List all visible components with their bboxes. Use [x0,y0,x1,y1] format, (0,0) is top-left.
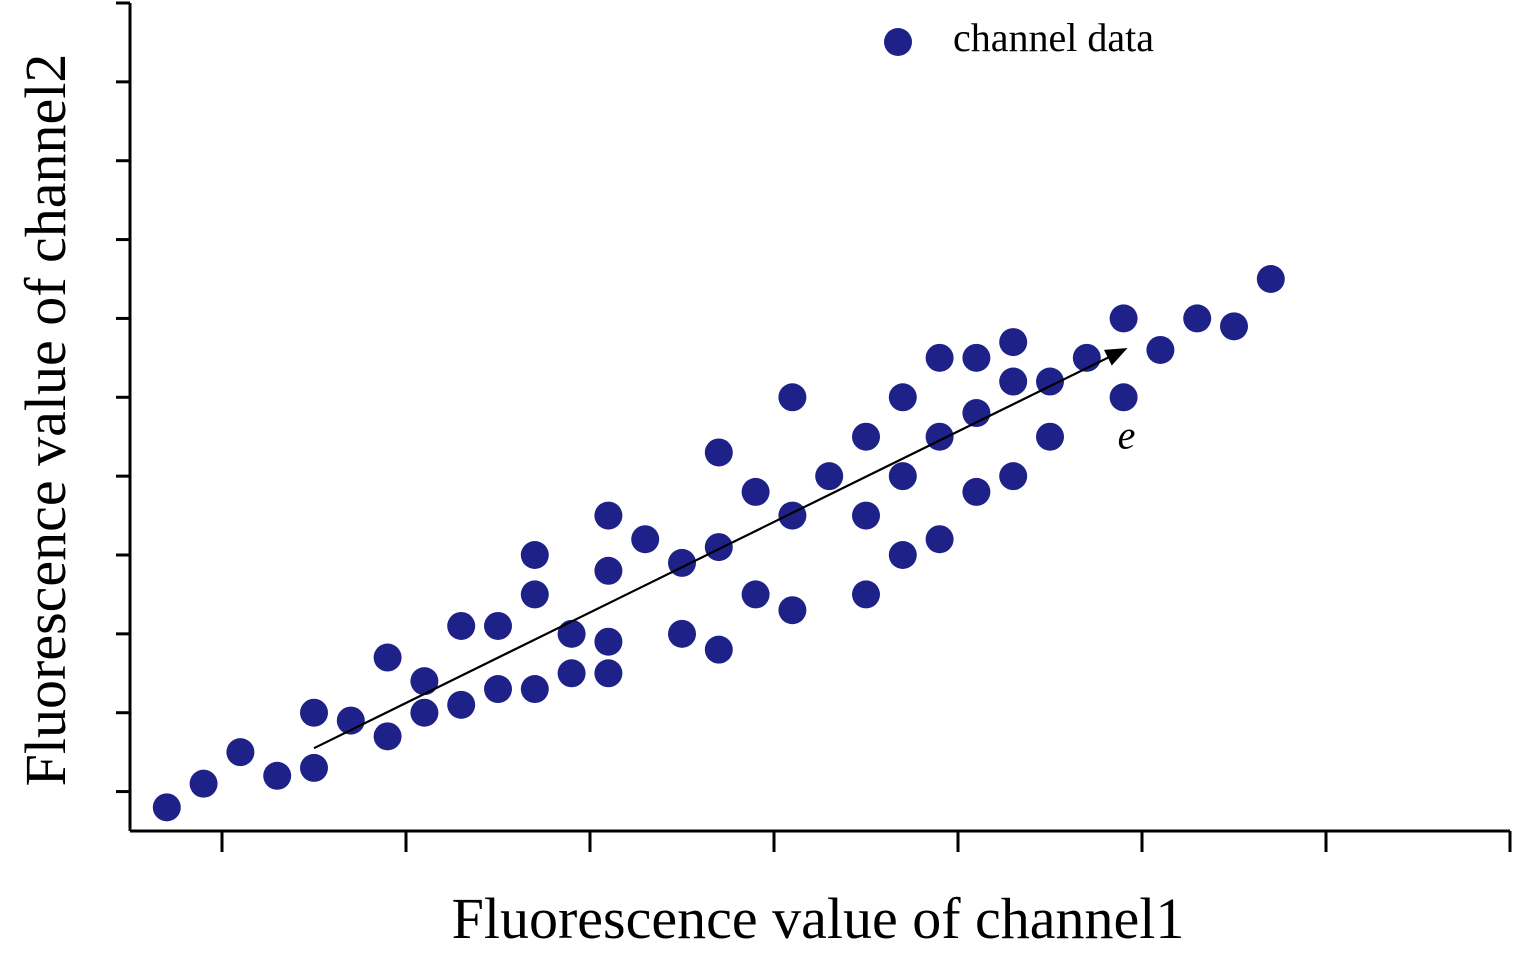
data-point-28 [704,635,733,664]
y-ticks [116,1,130,794]
data-point-52 [1036,422,1064,451]
axes [116,1,1512,852]
data-point-36 [815,462,844,491]
data-point-10 [410,698,439,727]
data-point-3 [226,738,255,767]
data-point-12 [447,690,476,719]
data-point-18 [520,541,549,569]
data-point-51 [999,328,1028,357]
data-point-2 [189,769,218,798]
data-point-22 [594,627,623,656]
data-point-58 [1183,304,1212,333]
data-point-37 [852,580,880,609]
data-point-46 [962,477,991,506]
trend-arrow [313,348,1128,750]
data-point-8 [373,722,402,751]
data-point-55 [1109,383,1138,412]
data-point-30 [704,438,733,467]
data-point-5 [300,753,328,782]
data-points [152,265,1285,822]
data-point-21 [594,659,623,688]
x-axis-label: Fluorescence value of channel1 [452,886,1185,951]
data-point-4 [263,761,292,790]
data-point-35 [778,383,807,412]
data-point-31 [741,580,770,609]
data-point-15 [484,611,512,640]
data-point-56 [1109,304,1138,333]
data-point-1 [152,793,181,822]
data-point-42 [888,383,917,412]
data-point-29 [704,533,733,562]
data-point-25 [631,525,660,554]
data-point-23 [594,556,623,585]
data-point-19 [557,659,586,688]
data-point-49 [999,462,1028,491]
data-point-40 [888,541,917,569]
data-point-45 [925,343,954,372]
data-point-14 [484,675,512,704]
data-point-26 [668,619,696,648]
data-point-60 [1256,265,1285,293]
data-point-38 [852,501,880,530]
data-point-20 [557,619,586,648]
data-point-24 [594,501,623,530]
data-point-17 [520,580,549,609]
data-point-41 [888,462,917,491]
x-ticks [220,831,1512,852]
data-point-16 [520,675,549,704]
data-point-33 [778,596,807,625]
legend: channel data [884,15,1154,60]
data-point-57 [1146,335,1175,364]
data-point-50 [999,367,1028,396]
data-point-59 [1220,312,1248,341]
arrow-label: e [1118,413,1136,458]
data-point-48 [962,343,991,372]
data-point-34 [778,501,807,530]
data-point-39 [852,422,880,451]
data-point-9 [373,643,402,672]
data-point-43 [925,525,954,554]
data-point-11 [410,667,439,696]
data-point-13 [447,611,476,640]
legend-marker [884,28,912,56]
annotation-layer: e [313,348,1136,750]
data-point-6 [300,698,328,727]
legend-label: channel data [953,15,1154,60]
y-axis-label: Fluorescence value of channel2 [13,54,78,787]
data-point-32 [741,477,770,506]
